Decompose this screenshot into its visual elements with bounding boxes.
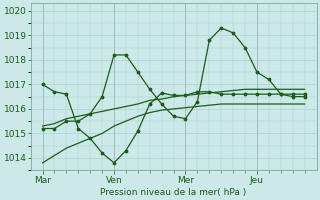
X-axis label: Pression niveau de la mer( hPa ): Pression niveau de la mer( hPa )	[100, 188, 247, 197]
